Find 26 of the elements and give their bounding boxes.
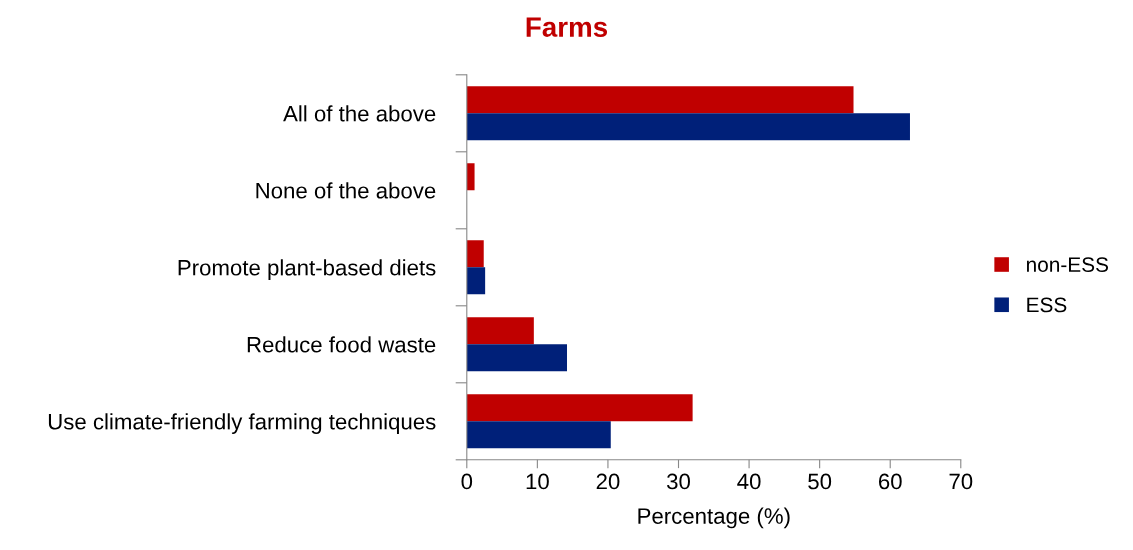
x-tick-label: 40 xyxy=(737,473,761,490)
x-tick-label: 30 xyxy=(666,473,690,490)
bar xyxy=(466,317,534,345)
bar xyxy=(466,267,486,295)
y-tick-label: None of the above xyxy=(256,182,436,199)
y-tick-label: Reduce food waste xyxy=(247,336,436,353)
x-tick-label: 0 xyxy=(461,473,473,490)
x-tick-label: 60 xyxy=(878,473,902,490)
bar xyxy=(466,240,484,268)
bar xyxy=(466,163,475,191)
y-tick-label: All of the above xyxy=(283,105,436,122)
x-tick-label: 50 xyxy=(808,473,832,490)
legend-label: non-ESS xyxy=(1026,257,1109,273)
bar xyxy=(466,421,611,449)
x-tick-label: 70 xyxy=(949,473,973,490)
chart-title: Farms xyxy=(526,17,608,37)
y-tick-label: Use climate-friendly farming techniques xyxy=(48,413,436,434)
legend-label: ESS xyxy=(1027,297,1067,313)
bar xyxy=(466,86,854,114)
bar xyxy=(466,344,567,372)
bar xyxy=(466,394,693,422)
x-tick-label: 20 xyxy=(596,473,620,490)
y-tick-label: Promote plant-based diets xyxy=(178,259,436,280)
x-axis-title: Percentage (%) xyxy=(638,507,790,529)
bar xyxy=(466,113,910,141)
x-tick-label: 10 xyxy=(526,473,549,490)
